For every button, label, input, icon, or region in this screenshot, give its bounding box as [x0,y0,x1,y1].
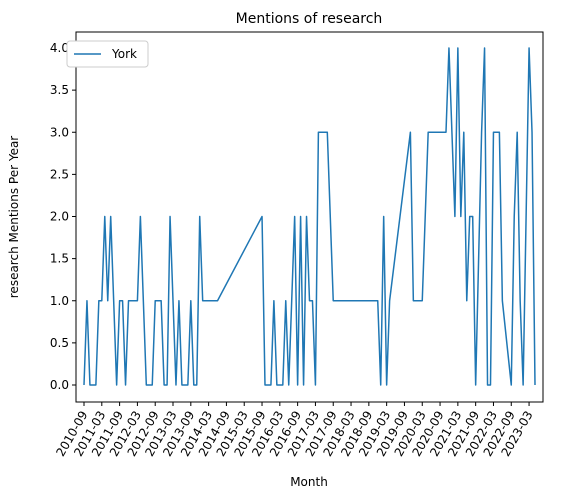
y-tick-label: 3.5 [50,83,69,97]
chart-title: Mentions of research [236,11,383,27]
y-tick-label: 3.0 [50,125,69,139]
x-axis: 2010-092011-032011-092012-032012-092013-… [53,402,536,459]
y-axis-label: research Mentions Per Year [7,136,21,299]
y-tick-label: 2.5 [50,167,69,181]
y-tick-label: 0.5 [50,336,69,350]
x-axis-label: Month [290,475,328,489]
y-tick-label: 4.0 [50,41,69,55]
series-line-york [83,47,536,386]
legend-label-york: York [111,47,137,61]
y-tick-label: 1.5 [50,252,69,266]
y-tick-label: 2.0 [50,210,69,224]
y-axis: 0.0 0.5 1.0 1.5 2.0 2.5 3.0 3.5 4.0 [50,41,76,392]
series-layer [83,47,536,386]
y-tick-label: 1.0 [50,294,69,308]
legend-frame [66,40,149,68]
legend: York [66,40,149,68]
y-tick-label: 0.0 [50,378,69,392]
